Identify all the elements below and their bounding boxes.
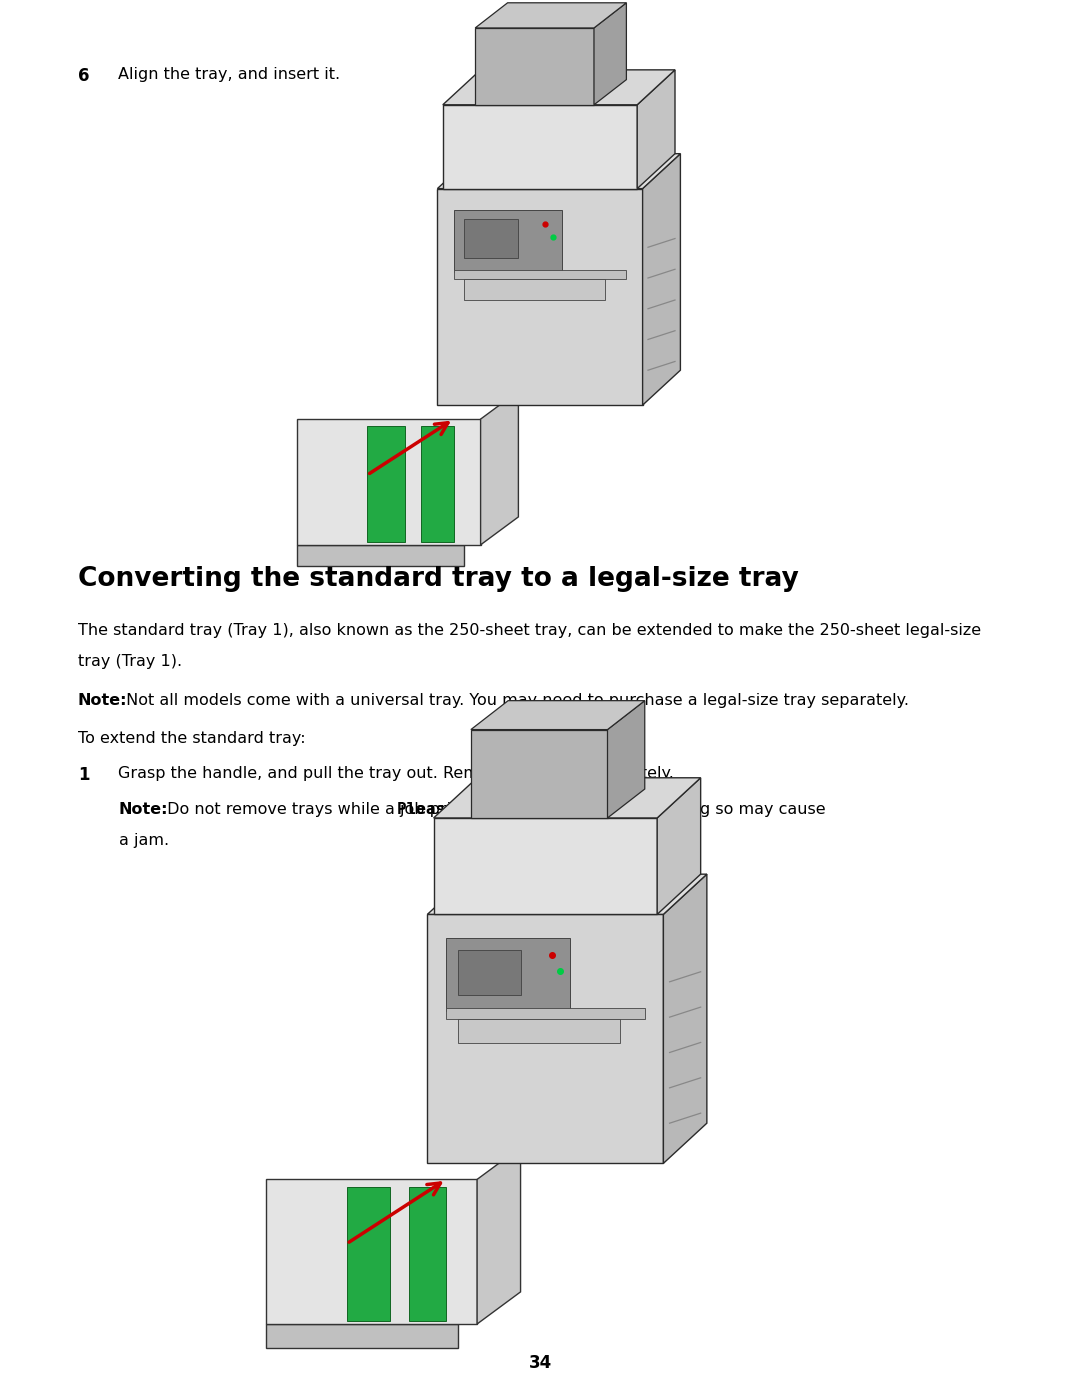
Polygon shape <box>663 875 707 1164</box>
Text: 34: 34 <box>528 1354 552 1372</box>
Text: The standard tray (Tray 1), also known as the 250-sheet tray, can be extended to: The standard tray (Tray 1), also known a… <box>78 623 981 638</box>
Polygon shape <box>464 279 605 300</box>
Text: 6: 6 <box>78 67 90 85</box>
Polygon shape <box>657 778 701 914</box>
Polygon shape <box>475 3 626 28</box>
Polygon shape <box>266 1179 477 1324</box>
Polygon shape <box>464 219 518 258</box>
Polygon shape <box>434 778 701 819</box>
Polygon shape <box>446 939 570 1011</box>
Polygon shape <box>446 1007 645 1018</box>
Polygon shape <box>471 729 607 819</box>
Polygon shape <box>443 105 637 189</box>
Polygon shape <box>437 154 680 189</box>
Polygon shape <box>266 1324 459 1348</box>
Polygon shape <box>443 70 675 105</box>
Polygon shape <box>434 819 657 914</box>
Polygon shape <box>471 701 645 729</box>
Polygon shape <box>367 426 405 542</box>
Polygon shape <box>481 391 518 545</box>
Polygon shape <box>643 154 680 405</box>
Polygon shape <box>475 28 594 105</box>
Text: Grasp the handle, and pull the tray out. Remove the tray completely.: Grasp the handle, and pull the tray out.… <box>118 766 674 781</box>
Polygon shape <box>409 1187 446 1320</box>
Text: Align the tray, and insert it.: Align the tray, and insert it. <box>118 67 340 82</box>
Text: tray (Tray 1).: tray (Tray 1). <box>78 654 181 669</box>
Polygon shape <box>477 1147 521 1324</box>
Text: Converting the standard tray to a legal-size tray: Converting the standard tray to a legal-… <box>78 566 798 592</box>
Text: a jam.: a jam. <box>119 833 168 848</box>
Polygon shape <box>428 914 663 1164</box>
Polygon shape <box>428 875 707 914</box>
Polygon shape <box>454 270 626 279</box>
Text: 1: 1 <box>78 766 90 784</box>
Polygon shape <box>437 189 643 405</box>
Text: Note:: Note: <box>119 802 168 817</box>
Polygon shape <box>297 545 464 566</box>
Polygon shape <box>454 210 562 272</box>
Text: Not all models come with a universal tray. You may need to purchase a legal-size: Not all models come with a universal tra… <box>121 693 909 708</box>
Polygon shape <box>297 419 481 545</box>
Text: To extend the standard tray:: To extend the standard tray: <box>78 731 306 746</box>
Polygon shape <box>637 70 675 189</box>
Polygon shape <box>458 950 521 995</box>
Polygon shape <box>607 701 645 819</box>
Text: Note:: Note: <box>78 693 127 708</box>
Text: Please Wait: Please Wait <box>397 802 503 817</box>
Polygon shape <box>347 1187 390 1320</box>
Polygon shape <box>594 3 626 105</box>
Polygon shape <box>421 426 454 542</box>
Polygon shape <box>458 1018 620 1042</box>
Text: blinks on the display. Doing so may cause: blinks on the display. Doing so may caus… <box>484 802 825 817</box>
Text: Do not remove trays while a job prints or while: Do not remove trays while a job prints o… <box>162 802 550 817</box>
